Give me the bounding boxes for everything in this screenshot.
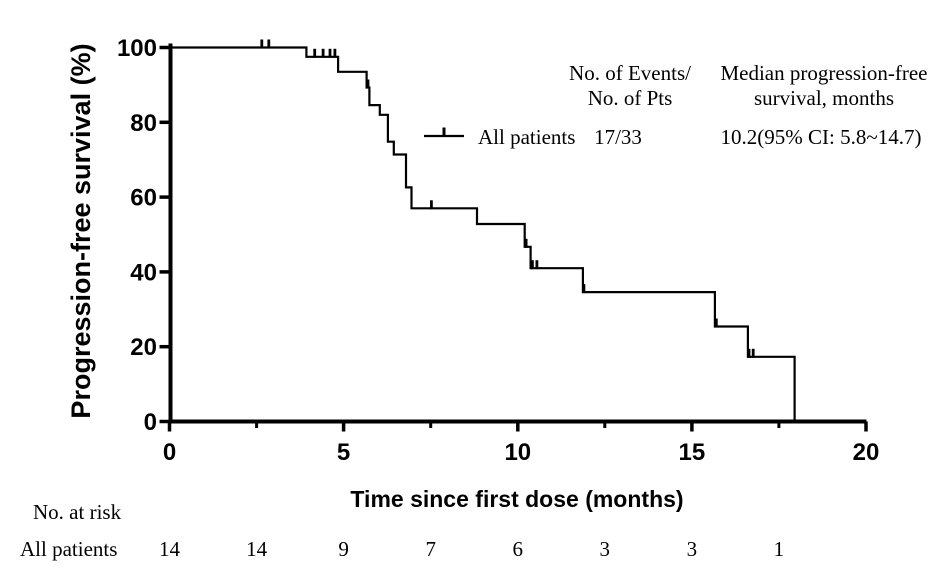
events-value: 17/33 xyxy=(594,125,642,149)
events-header-line1: No. of Events/ xyxy=(569,61,691,85)
x-axis: 0 5 10 15 20 Time since first dose (months) xyxy=(163,419,880,512)
y-tick-label: 60 xyxy=(130,185,157,212)
risk-table: No. at risk All patients 14 14 9 7 6 3 3 1 xyxy=(20,500,784,561)
legend-label: All patients xyxy=(478,125,575,149)
x-tick-label: 10 xyxy=(504,439,531,466)
median-value: 10.2(95% CI: 5.8~14.7) xyxy=(721,125,922,149)
legend: All patients xyxy=(424,125,575,149)
x-tick-label: 0 xyxy=(163,439,176,466)
risk-count: 1 xyxy=(774,537,785,561)
km-step-line xyxy=(169,46,796,420)
median-header-line2: survival, months xyxy=(754,86,894,110)
y-tick-label: 0 xyxy=(144,409,157,436)
x-ticks: 0 5 10 15 20 xyxy=(163,421,880,466)
risk-count: 14 xyxy=(159,537,181,561)
y-tick-label: 80 xyxy=(130,110,157,137)
risk-table-heading: No. at risk xyxy=(33,500,122,524)
risk-count: 3 xyxy=(687,537,698,561)
y-axis: 0 20 40 60 80 100 Progression-free survival (… xyxy=(66,35,173,436)
risk-count: 9 xyxy=(338,537,349,561)
risk-count: 6 xyxy=(513,537,524,561)
y-tick-label: 40 xyxy=(130,259,157,286)
risk-values: 14 14 9 7 6 3 3 1 xyxy=(159,537,784,561)
risk-count: 7 xyxy=(425,537,436,561)
x-tick-label: 5 xyxy=(337,439,350,466)
y-tick-label: 100 xyxy=(117,35,157,62)
summary-table: No. of Events/ No. of Pts Median progres… xyxy=(569,61,927,149)
events-header-line2: No. of Pts xyxy=(588,86,673,110)
y-tick-label: 20 xyxy=(130,334,157,361)
risk-count: 3 xyxy=(600,537,611,561)
y-axis-title: Progression-free survival (%) xyxy=(66,43,96,418)
risk-row-label: All patients xyxy=(20,537,117,561)
median-header-line1: Median progression-free xyxy=(720,61,927,85)
y-ticks: 0 20 40 60 80 100 xyxy=(117,35,170,436)
x-axis-title: Time since first dose (months) xyxy=(350,486,683,512)
x-tick-label: 15 xyxy=(679,439,706,466)
x-tick-label: 20 xyxy=(853,439,880,466)
risk-count: 14 xyxy=(246,537,268,561)
km-curve xyxy=(169,39,796,420)
